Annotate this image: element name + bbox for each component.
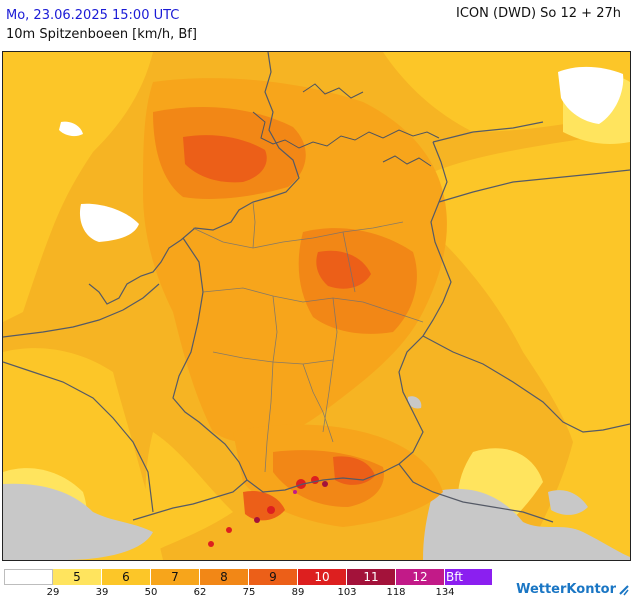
wind-mark-icon xyxy=(619,584,629,595)
legend-swatch: 9 xyxy=(249,569,298,585)
forecast-datetime: Mo, 23.06.2025 15:00 UTC xyxy=(6,8,180,23)
legend-tick: 75 xyxy=(242,587,256,598)
legend-tick: 29 xyxy=(46,587,60,598)
model-run-label: ICON (DWD) So 12 + 27h xyxy=(456,6,621,21)
legend-tick: 89 xyxy=(291,587,305,598)
legend-tick: 118 xyxy=(386,587,406,598)
legend-swatch: Bft xyxy=(445,569,493,585)
legend-swatch: 7 xyxy=(151,569,200,585)
legend-swatch: 11 xyxy=(347,569,396,585)
legend-swatch: 8 xyxy=(200,569,249,585)
legend-tick: 39 xyxy=(95,587,109,598)
legend-tick: 103 xyxy=(337,587,357,598)
gust-zone-bft9 xyxy=(183,135,375,521)
legend-swatch: 10 xyxy=(298,569,347,585)
map-header: Mo, 23.06.2025 15:00 UTC 10m Spitzenboee… xyxy=(6,6,197,44)
terrain-gray xyxy=(3,396,630,560)
gust-zone-bft6 xyxy=(3,52,630,560)
legend-tick-labels: 29 39 50 62 75 89 103 118 134 xyxy=(4,587,504,600)
gust-zone-bft10plus xyxy=(208,476,328,547)
country-borders xyxy=(3,52,630,523)
legend-tick: 50 xyxy=(144,587,158,598)
legend-swatch: 12 xyxy=(396,569,445,585)
legend-swatch xyxy=(4,569,53,585)
legend-swatch: 6 xyxy=(102,569,151,585)
parameter-label: 10m Spitzenboeen [km/h, Bf] xyxy=(6,27,197,42)
legend-tick: 134 xyxy=(435,587,455,598)
brand-name: WetterKontor xyxy=(516,582,616,597)
map-canvas xyxy=(3,52,630,560)
legend-tick: 62 xyxy=(193,587,207,598)
gust-zone-calm xyxy=(59,66,624,242)
color-scale-legend: 5 6 7 8 9 10 11 12 Bft xyxy=(4,569,493,585)
legend-swatch: 5 xyxy=(53,569,102,585)
coastline xyxy=(252,83,440,167)
wind-gust-map[interactable] xyxy=(2,51,631,561)
state-borders xyxy=(192,201,424,473)
wetterkontor-logo[interactable]: WetterKontor xyxy=(516,582,629,597)
